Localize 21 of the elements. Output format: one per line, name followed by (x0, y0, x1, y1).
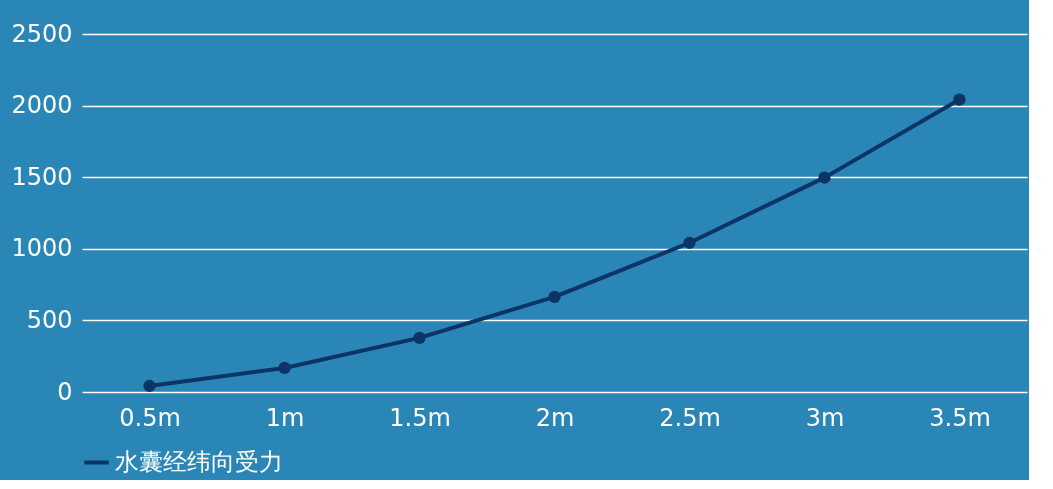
y-tick-label: 0 (57, 377, 73, 406)
point (548, 290, 561, 304)
point (818, 171, 831, 184)
y-tick-label: 2500 (11, 19, 73, 48)
legend-label: 水囊经纬向受力 (115, 447, 283, 476)
x-tick-label: 3m (805, 403, 845, 432)
x-tick-label: 2m (535, 403, 575, 432)
x-tick-label: 1m (265, 403, 305, 432)
point (143, 379, 156, 393)
y-tick-label: 1000 (11, 234, 73, 263)
point (413, 331, 426, 344)
y-tick-label: 2000 (11, 91, 73, 120)
point (953, 93, 966, 106)
x-tick-label: 0.5m (119, 403, 181, 432)
y-tick-label: 500 (26, 305, 73, 334)
x-tick-label: 3.5m (929, 403, 991, 432)
x-tick-label: 2.5m (659, 403, 721, 432)
point (683, 236, 696, 249)
y-tick-label: 1500 (11, 162, 73, 191)
point (278, 361, 291, 375)
x-tick-label: 1.5m (389, 403, 451, 432)
